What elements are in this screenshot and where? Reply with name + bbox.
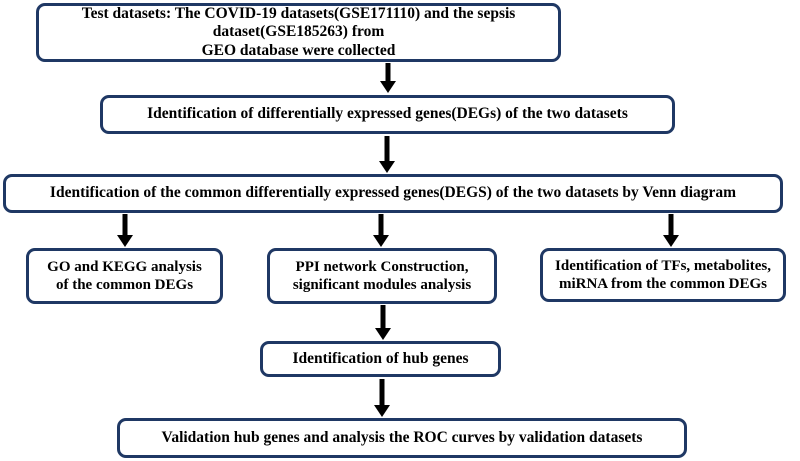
test-datasets-box: Test datasets: The COVID-19 datasets(GSE… <box>36 3 561 62</box>
hub-genes-box: Identification of hub genes <box>260 341 501 377</box>
tfs-metabolites-line-1: Identification of TFs, metabolites, <box>555 258 771 274</box>
arrow-b7-to-b8 <box>374 379 390 417</box>
common-degs-text: Identification of the common differentia… <box>49 184 737 202</box>
arrow-b3-to-b6 <box>663 214 679 247</box>
validation-text: Validation hub genes and analysis the RO… <box>161 428 643 446</box>
deg-identification-text: Identification of differentially express… <box>147 105 628 123</box>
validation-box: Validation hub genes and analysis the RO… <box>117 418 687 458</box>
ppi-network-box: PPI network Construction, significant mo… <box>267 248 497 304</box>
common-degs-box: Identification of the common differentia… <box>3 174 783 213</box>
tfs-metabolites-box: Identification of TFs, metabolites, miRN… <box>540 248 786 302</box>
test-datasets-line-1: Test datasets: The COVID-19 datasets(GSE… <box>81 4 516 41</box>
ppi-network-line-2: significant modules analysis <box>292 277 472 293</box>
go-kegg-line-2: of the common DEGs <box>55 277 194 293</box>
arrow-b3-to-b5 <box>373 214 389 247</box>
test-datasets-line-2: GEO database were collected <box>201 41 396 59</box>
arrow-b1-to-b2 <box>380 63 396 93</box>
go-kegg-line-1: GO and KEGG analysis <box>47 259 202 275</box>
arrow-b2-to-b3 <box>379 136 395 173</box>
go-kegg-box: GO and KEGG analysis of the common DEGs <box>26 248 223 304</box>
arrow-b5-to-b7 <box>375 305 391 340</box>
tfs-metabolites-line-2: miRNA from the common DEGs <box>558 276 768 292</box>
arrow-b3-to-b4 <box>117 214 133 247</box>
hub-genes-text: Identification of hub genes <box>292 349 469 367</box>
deg-identification-box: Identification of differentially express… <box>100 95 675 134</box>
ppi-network-line-1: PPI network Construction, <box>295 259 469 275</box>
